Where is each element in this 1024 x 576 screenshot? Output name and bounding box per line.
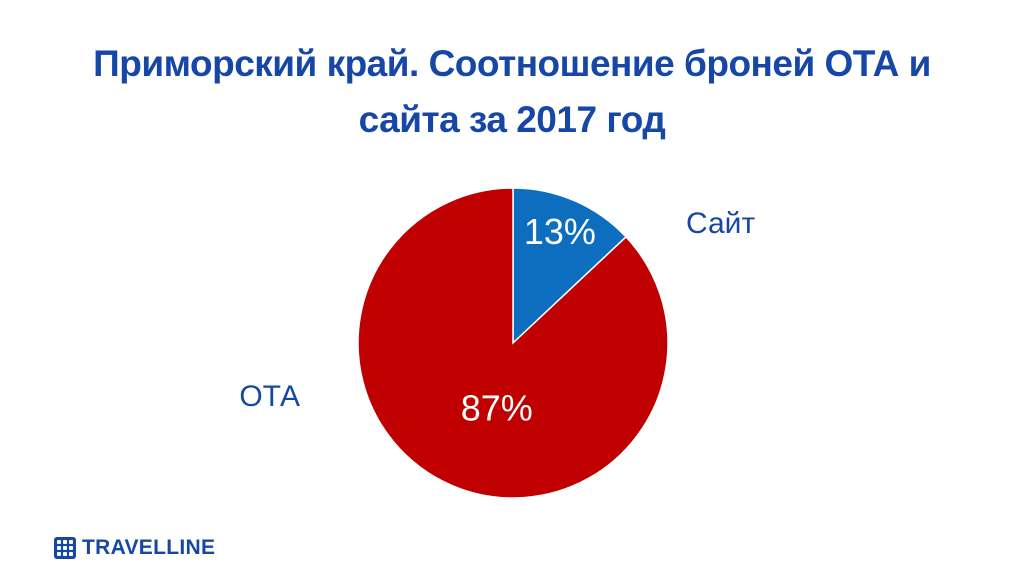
slice-value-label: 13%: [524, 211, 596, 252]
travelline-logo: TRAVELLINE: [54, 535, 215, 561]
slice-category-label: ОТА: [239, 380, 300, 413]
slice-value-label: 87%: [461, 388, 533, 429]
travelline-logo-icon: [54, 537, 76, 559]
slice-category-label: Сайт: [686, 207, 755, 240]
brand-name: TRAVELLINE: [82, 536, 216, 559]
pie-slice: [357, 187, 669, 499]
page-title: Приморский край. Соотношение броней ОТА …: [0, 36, 1024, 148]
title-line-1: Приморский край. Соотношение броней ОТА …: [93, 43, 931, 84]
pie-slice: [512, 187, 628, 345]
title-line-2: сайта за 2017 год: [358, 99, 666, 140]
